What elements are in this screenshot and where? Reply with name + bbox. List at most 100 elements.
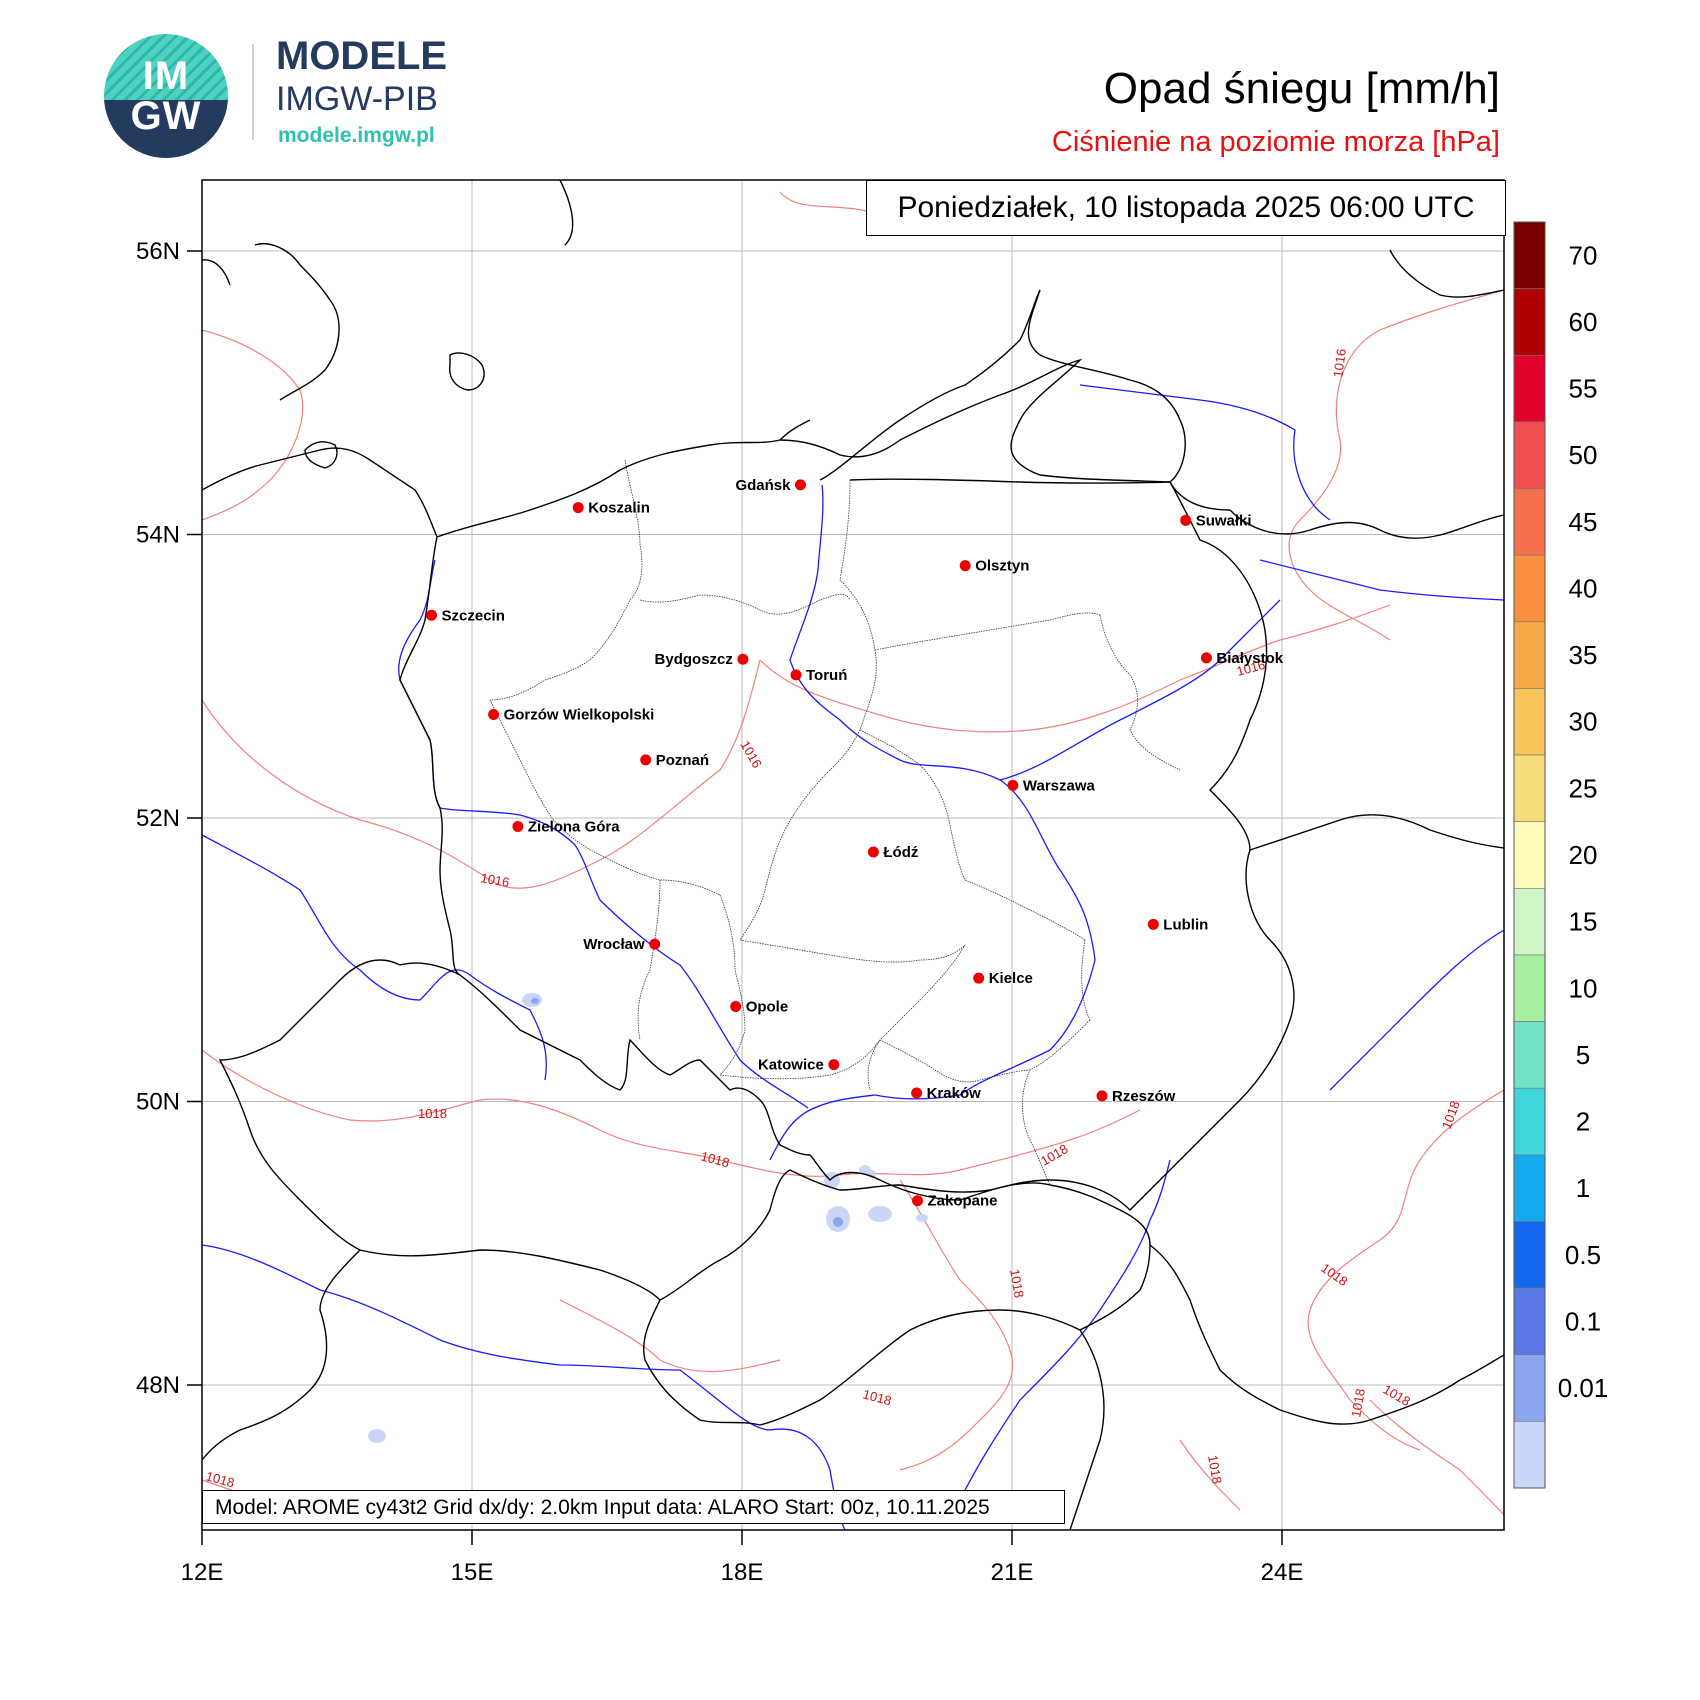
colorbar-segment xyxy=(1513,288,1546,356)
city-label: Łódź xyxy=(883,844,918,861)
city-label: Olsztyn xyxy=(975,558,1029,575)
colorbar-segment xyxy=(1513,954,1546,1022)
imgw-emblem: IM GW xyxy=(104,34,228,158)
isobar-1016-nw xyxy=(202,329,304,521)
lon-tick-label: 15E xyxy=(451,1559,494,1586)
city-label: Kraków xyxy=(927,1085,982,1102)
colorbar-segment xyxy=(1513,1087,1546,1156)
voivodeship-border xyxy=(859,729,966,881)
voivodeship-border xyxy=(489,699,721,896)
emblem-text: IM GW xyxy=(130,54,202,138)
coastline-germany xyxy=(202,447,438,538)
isobar-label: 1018 xyxy=(1007,1268,1027,1299)
city-label: Suwałki xyxy=(1196,512,1252,529)
snowfall-layer xyxy=(368,993,928,1443)
colorbar-label: 70 xyxy=(1569,240,1598,270)
snowfall-area xyxy=(368,1429,386,1443)
colorbar-segment xyxy=(1513,1021,1546,1089)
colorbar-label: 0.5 xyxy=(1565,1240,1601,1270)
coastline-hel xyxy=(779,289,1041,481)
river-elbe xyxy=(202,834,547,1081)
voivodeship-border xyxy=(879,1039,1031,1083)
colorbar-segment xyxy=(1513,421,1546,489)
lat-tick-label: 54N xyxy=(136,522,180,549)
border-latvia xyxy=(1389,249,1504,298)
isobar-label: 1018 xyxy=(1348,1387,1368,1418)
border-hungary xyxy=(643,1244,1151,1426)
colorbar-segment xyxy=(1513,554,1546,623)
city-marker xyxy=(640,754,652,766)
lat-tick-label: 48N xyxy=(136,1372,180,1399)
city-marker xyxy=(737,653,749,665)
lon-tick-label: 12E xyxy=(181,1559,224,1586)
map-frame xyxy=(201,179,1505,1531)
colorbar-label: 40 xyxy=(1569,573,1598,603)
colorbar-label: 25 xyxy=(1569,773,1598,803)
city-marker xyxy=(649,938,661,950)
border-ukraine-romania xyxy=(1149,1244,1504,1425)
model-info-label: Model: AROME cy43t2 Grid dx/dy: 2.0km In… xyxy=(202,1490,1065,1524)
border-belarus-ukraine xyxy=(1249,814,1504,851)
city-marker xyxy=(1180,514,1192,526)
city-label: Katowice xyxy=(758,1057,824,1074)
border-austria xyxy=(202,1249,361,1461)
city-marker xyxy=(867,846,879,858)
border-kaliningrad xyxy=(849,478,1231,511)
isobar-label: 1016 xyxy=(1330,348,1349,379)
voivodeship-border xyxy=(637,879,661,1041)
lon-tick-label: 21E xyxy=(991,1559,1034,1586)
colorbar-segment xyxy=(1513,1421,1546,1489)
city-marker xyxy=(911,1087,923,1099)
map-background xyxy=(202,180,1504,1530)
isobar-label: 1018 xyxy=(861,1386,893,1408)
isobar-label: 1018 xyxy=(204,1468,236,1490)
voivodeship-border xyxy=(639,593,851,615)
river-danube xyxy=(202,1244,846,1530)
colorbar-segment xyxy=(1513,621,1546,689)
colorbar-segment xyxy=(1513,1354,1546,1422)
colorbar-segment xyxy=(1513,754,1546,822)
city-marker xyxy=(426,609,437,621)
logo-name-line2: IMGW-PIB xyxy=(276,80,438,118)
colorbar-segment xyxy=(1513,688,1546,756)
voivodeship-border xyxy=(1099,614,1181,771)
voivodeship-border xyxy=(1022,939,1091,1186)
logo-separator xyxy=(252,44,254,140)
city-label: Gorzów Wielkopolski xyxy=(504,707,655,724)
lat-tick-label: 56N xyxy=(136,238,180,265)
voivodeship-border xyxy=(739,939,966,963)
emblem-bottom xyxy=(104,100,228,158)
river-neris xyxy=(1259,559,1504,601)
border-poland-east xyxy=(1169,481,1295,1161)
isobar-label: 1016 xyxy=(1235,657,1267,679)
colorbar-label: 45 xyxy=(1569,507,1598,537)
colorbar-label: 55 xyxy=(1569,374,1598,404)
city-marker xyxy=(512,821,524,833)
city-label: Zielona Góra xyxy=(528,819,620,836)
voivodeship-border xyxy=(964,879,1086,941)
city-marker xyxy=(730,1001,742,1013)
coastline-baltic xyxy=(436,358,1171,538)
isobar-1016-west xyxy=(202,659,761,889)
page-title: Opad śniegu [mm/h] xyxy=(1103,64,1500,113)
colorbar-label: 10 xyxy=(1569,973,1598,1003)
colorbar-label: 0.1 xyxy=(1565,1306,1601,1336)
voivodeship-border xyxy=(719,894,746,1076)
isobar-1018-south xyxy=(202,1049,1141,1177)
city-label: Opole xyxy=(746,999,789,1016)
city-label: Koszalin xyxy=(588,500,650,517)
colorbar-segment xyxy=(1513,221,1546,289)
city-marker xyxy=(973,972,985,984)
snowfall-area xyxy=(868,1206,892,1222)
border-lithuania-belarus xyxy=(1229,509,1504,539)
colorbar-segment xyxy=(1513,1154,1546,1222)
river-vistula xyxy=(789,484,1096,1100)
colorbar-segment xyxy=(1513,354,1546,423)
snowfall-area xyxy=(859,1165,871,1175)
isobar-label: 1018 xyxy=(418,1106,447,1121)
city-layer: Gdańsk Koszalin Suwałki Olsztyn Szczecin Bydg… xyxy=(426,477,1284,1210)
colorbar-label: 5 xyxy=(1576,1040,1590,1070)
colorbar-segment xyxy=(1513,821,1546,889)
river-dniester xyxy=(1329,929,1504,1091)
city-label: Lublin xyxy=(1163,916,1208,933)
